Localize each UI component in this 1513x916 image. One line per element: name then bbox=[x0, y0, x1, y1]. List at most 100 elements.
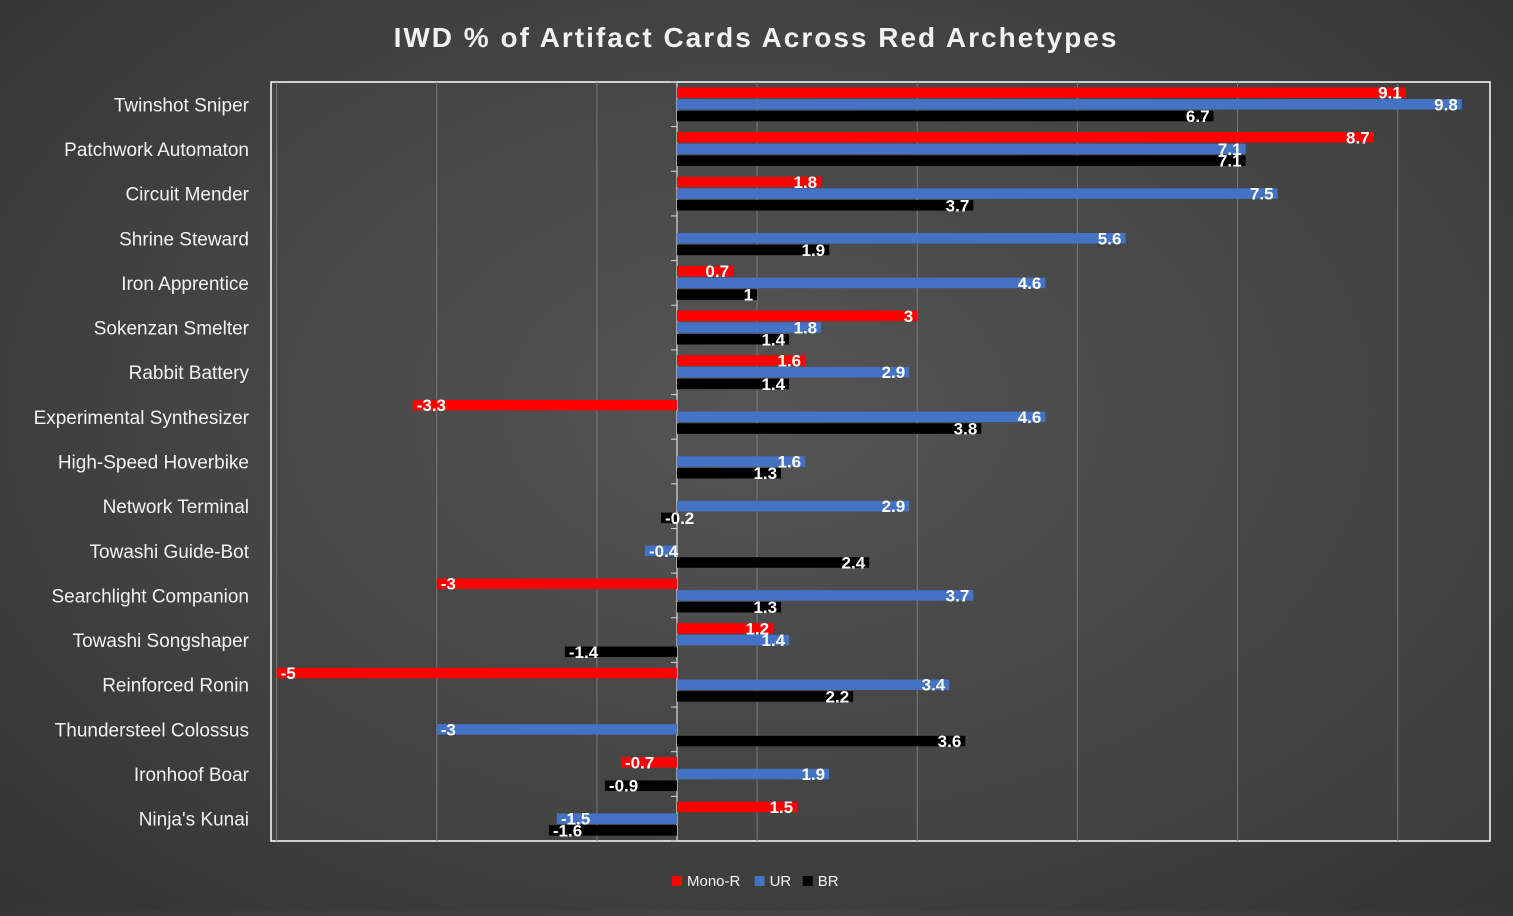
bar-mono-r bbox=[620, 757, 677, 768]
bar-mono-r bbox=[677, 623, 774, 634]
data-label: 1 bbox=[744, 286, 753, 305]
category-label: Twinshot Sniper bbox=[114, 95, 250, 116]
bar-br bbox=[564, 646, 677, 658]
category-label: Iron Apprentice bbox=[121, 274, 249, 295]
data-label: 4.6 bbox=[1018, 408, 1042, 427]
bar-ur bbox=[677, 233, 1126, 244]
data-label: -1.4 bbox=[569, 643, 599, 662]
bar-br bbox=[677, 691, 854, 702]
category-label: Shrine Steward bbox=[119, 229, 249, 250]
bar-br bbox=[677, 155, 1246, 166]
legend-swatch bbox=[672, 876, 682, 886]
bar-ur bbox=[677, 768, 830, 780]
category-label: Experimental Synthesizer bbox=[34, 408, 250, 429]
data-label: 0.7 bbox=[705, 262, 729, 281]
category-label: Patchwork Automaton bbox=[64, 140, 249, 161]
bar-ur bbox=[677, 366, 910, 378]
legend-label: Mono-R bbox=[687, 873, 741, 890]
bar-br bbox=[677, 735, 966, 747]
bar-mono-r bbox=[677, 132, 1374, 143]
data-label: -3 bbox=[441, 575, 456, 594]
bar-br bbox=[548, 825, 677, 836]
bar-ur bbox=[677, 500, 910, 512]
bar-ur bbox=[677, 143, 1246, 155]
data-labels: 9.1 9.8 6.7 8.7 7.17.1 1.8 7.5 3.7 5.6 1.9 0.7 4.6 1… bbox=[281, 84, 1458, 841]
data-label: 5.6 bbox=[1098, 229, 1122, 248]
data-label: 2.4 bbox=[842, 553, 866, 572]
category-label: Network Terminal bbox=[103, 497, 249, 518]
data-label: -5 bbox=[281, 664, 296, 683]
bar-mono-r bbox=[677, 265, 734, 277]
data-label: -3.3 bbox=[417, 396, 446, 415]
category-label: Searchlight Companion bbox=[51, 586, 249, 607]
data-label: 9.1 bbox=[1378, 84, 1402, 103]
data-label: 1.3 bbox=[753, 464, 777, 483]
bar-ur bbox=[677, 99, 1462, 110]
data-label: 2.9 bbox=[882, 497, 906, 516]
bar-br bbox=[677, 244, 830, 256]
data-label: -0.2 bbox=[665, 509, 694, 528]
bar-br bbox=[677, 110, 1214, 122]
data-label: 3.7 bbox=[946, 586, 970, 605]
data-label: -3 bbox=[441, 720, 456, 739]
data-label: -1.6 bbox=[553, 821, 582, 840]
data-label: 3.6 bbox=[938, 732, 962, 751]
data-label: 1.6 bbox=[777, 453, 801, 472]
data-label: 6.7 bbox=[1186, 107, 1210, 126]
bar-ur bbox=[677, 590, 974, 601]
data-label: -0.9 bbox=[609, 777, 638, 796]
bar-ur bbox=[556, 813, 677, 824]
data-label: 9.8 bbox=[1434, 95, 1458, 114]
data-label: 3.4 bbox=[922, 676, 946, 695]
bar-ur bbox=[677, 277, 1046, 289]
data-label: 1.9 bbox=[802, 765, 826, 784]
bar-br bbox=[660, 512, 677, 524]
bar-br bbox=[677, 289, 758, 300]
legend-label: UR bbox=[770, 873, 792, 890]
bar-mono-r bbox=[677, 310, 918, 322]
data-label: 7.1 bbox=[1218, 140, 1242, 159]
data-label: -0.4 bbox=[649, 542, 679, 561]
data-label: 1.2 bbox=[745, 619, 769, 638]
data-label: 2.2 bbox=[826, 687, 850, 706]
data-label: 1.3 bbox=[753, 598, 777, 617]
data-label: 1.4 bbox=[761, 631, 785, 650]
data-label: 8.7 bbox=[1346, 128, 1370, 147]
bar-mono-r bbox=[677, 355, 806, 366]
legend-label: BR bbox=[818, 873, 839, 890]
bar-ur bbox=[436, 724, 677, 735]
bar-br bbox=[677, 334, 790, 345]
data-label: 4.6 bbox=[1018, 274, 1042, 293]
category-label: Thundersteel Colossus bbox=[55, 720, 249, 741]
bar-br bbox=[677, 423, 982, 434]
data-label: 3.8 bbox=[954, 420, 978, 439]
data-label: -0.7 bbox=[625, 753, 654, 772]
data-label: 1.8 bbox=[794, 319, 818, 338]
bar-ur bbox=[677, 411, 1046, 423]
category-label: Ninja's Kunai bbox=[139, 810, 249, 831]
chart-title: IWD % of Artifact Cards Across Red Arche… bbox=[394, 22, 1119, 53]
bar-br bbox=[677, 601, 782, 613]
category-label: Reinforced Ronin bbox=[102, 676, 249, 697]
data-label: 3 bbox=[904, 307, 913, 326]
bars bbox=[276, 87, 1462, 836]
data-label: 2.9 bbox=[882, 363, 906, 382]
category-label: High-Speed Hoverbike bbox=[58, 453, 249, 474]
bar-ur bbox=[644, 545, 677, 557]
data-label: 1.5 bbox=[769, 798, 793, 817]
bar-ur bbox=[677, 679, 950, 690]
data-label: 1.6 bbox=[777, 352, 801, 371]
bar-br bbox=[677, 378, 790, 390]
bar-mono-r bbox=[677, 176, 822, 188]
bar-mono-r bbox=[677, 87, 1406, 98]
bar-ur bbox=[677, 456, 806, 467]
legend-swatch bbox=[802, 876, 813, 886]
bar-br bbox=[604, 780, 677, 791]
category-label: Circuit Mender bbox=[125, 185, 249, 206]
category-label: Ironhoof Boar bbox=[134, 765, 250, 786]
data-label: 1.4 bbox=[761, 330, 785, 349]
data-label: -1.5 bbox=[561, 810, 590, 829]
legend: Mono-R UR BR bbox=[672, 873, 839, 890]
